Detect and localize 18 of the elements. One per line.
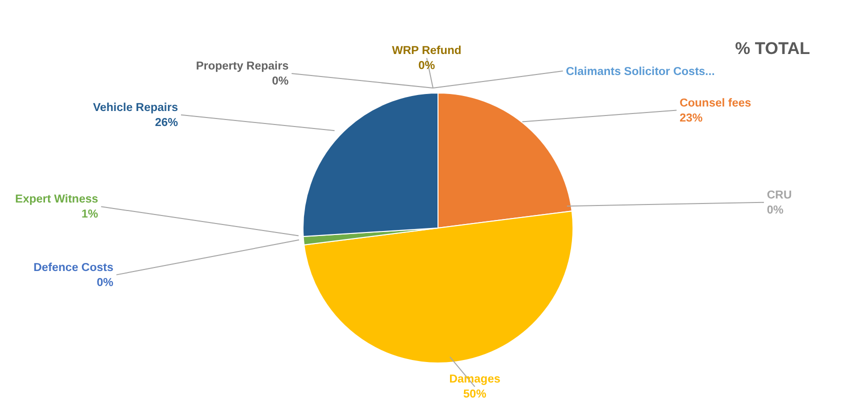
- text: 0%: [766, 204, 784, 216]
- category-label: CRU: [766, 189, 792, 202]
- data-label: 26%: [154, 116, 178, 129]
- data-label: 50%: [463, 388, 486, 401]
- category-label: WRP Refund: [392, 45, 462, 58]
- data-label: 23%: [680, 112, 703, 124]
- text: 0%: [272, 76, 289, 88]
- slice-label: Vehicle Repairs: [92, 102, 178, 114]
- chart-title: % TOTAL: [735, 39, 810, 58]
- text: 0%: [96, 276, 114, 289]
- slice-label: Expert Witness: [15, 194, 98, 206]
- text: 0%: [418, 60, 436, 72]
- slice-label: Damages: [449, 374, 500, 386]
- slice-label: Counsel fees: [680, 97, 752, 110]
- category-label: Property Repairs: [196, 60, 289, 73]
- data-label: 1%: [82, 208, 98, 221]
- category-label: Defence Costs: [33, 262, 114, 274]
- category-label: Claimants Solicitor Costs...: [566, 66, 715, 78]
